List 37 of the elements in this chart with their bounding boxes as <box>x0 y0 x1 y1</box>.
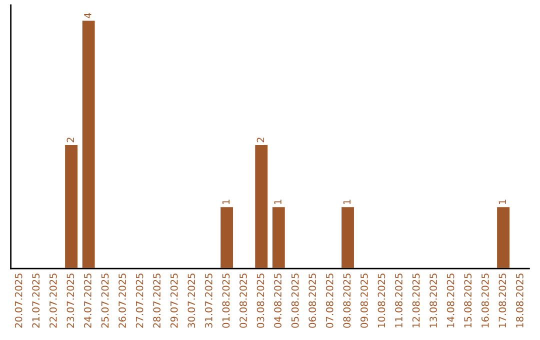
data-label: 2 <box>66 138 74 142</box>
x-tick-label: 20.07.2025 <box>14 274 22 328</box>
x-tick-label: 03.08.2025 <box>256 274 264 328</box>
x-tick-label: 27.07.2025 <box>136 274 144 328</box>
x-tick-label: 05.08.2025 <box>291 274 299 328</box>
data-label: 2 <box>256 138 264 142</box>
x-tick-label: 14.08.2025 <box>446 274 454 328</box>
x-tick-label: 01.08.2025 <box>222 274 230 328</box>
x-tick-label: 26.07.2025 <box>118 274 126 328</box>
x-tick-label: 18.08.2025 <box>516 274 524 328</box>
x-tick-label: 25.07.2025 <box>101 274 109 328</box>
x-tick-label: 11.08.2025 <box>395 274 402 328</box>
x-tick-label: 06.08.2025 <box>308 274 316 328</box>
x-tick-label: 15.08.2025 <box>464 274 472 328</box>
data-label: 4 <box>84 12 92 18</box>
data-label: 1 <box>274 200 282 204</box>
x-tick-label: 23.07.2025 <box>66 274 74 328</box>
x-tick-label: 07.08.2025 <box>326 274 334 328</box>
x-tick-label: 10.08.2025 <box>378 274 386 328</box>
x-tick-label: 17.08.2025 <box>498 274 506 328</box>
data-label: 1 <box>222 200 230 204</box>
x-tick-label: 16.08.2025 <box>481 274 489 328</box>
x-tick-label: 13.08.2025 <box>430 274 437 328</box>
x-tick-label: 04.08.2025 <box>274 274 282 328</box>
x-tick-label: 22.07.2025 <box>49 274 57 328</box>
x-tick-label: 28.07.2025 <box>153 274 160 328</box>
x-tick-label: 29.07.2025 <box>170 274 178 328</box>
x-tick-label: 02.08.2025 <box>240 274 247 328</box>
x-tick-label: 12.08.2025 <box>412 274 420 328</box>
data-label: 1 <box>498 200 506 204</box>
x-tick-label: 09.08.2025 <box>360 274 368 328</box>
x-tick-label: 21.07.2025 <box>32 274 40 328</box>
x-tick-label: 31.07.2025 <box>204 274 212 328</box>
x-tick-label: 30.07.2025 <box>188 274 196 328</box>
x-tick-label: 08.08.2025 <box>343 274 351 328</box>
x-tick-label: 24.07.2025 <box>84 274 92 328</box>
data-label: 1 <box>343 200 350 204</box>
